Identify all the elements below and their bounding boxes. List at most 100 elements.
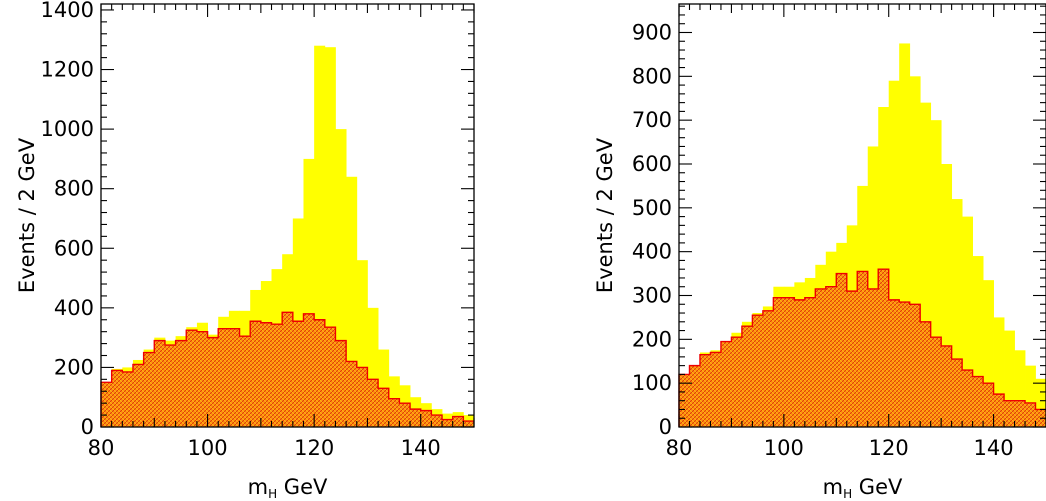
right-shaded-bar xyxy=(972,376,984,427)
right-xlabel-main: m xyxy=(823,475,843,499)
left-shaded-bar xyxy=(250,321,262,427)
left-shaded-bar xyxy=(228,328,240,427)
right-shaded-bar xyxy=(962,370,973,427)
right-shaded-bar xyxy=(857,271,869,427)
left-shaded-bar xyxy=(314,319,326,427)
left-xlabel: mH GeV xyxy=(248,475,328,501)
right-shaded-bar xyxy=(825,286,837,427)
right-total-bar xyxy=(1014,350,1026,427)
right-y-tick-label: 500 xyxy=(632,196,672,220)
left-shaded-bar xyxy=(452,416,464,427)
left-y-tick-label: 200 xyxy=(54,355,94,379)
left-total-bar xyxy=(356,260,368,427)
left-y-tick-label: 400 xyxy=(54,296,94,320)
right-shaded-bar xyxy=(804,297,816,427)
left-shaded-bar xyxy=(282,312,294,427)
right-total-bar xyxy=(962,216,973,427)
left-y-tick-label: 1000 xyxy=(41,117,94,141)
left-shaded-bar xyxy=(303,313,315,427)
left-shaded-bar xyxy=(111,370,123,427)
left-xlabel-main: m xyxy=(248,475,268,499)
left-shaded-bar xyxy=(442,419,454,427)
right-shaded-bar xyxy=(1004,400,1015,427)
left-shaded-bar xyxy=(271,324,283,427)
right-y-tick-label: 0 xyxy=(659,415,672,439)
right-shaded-bar xyxy=(920,321,932,427)
left-shaded-bar xyxy=(410,409,422,427)
left-shaded-bar xyxy=(356,367,368,427)
left-x-tick-label: 80 xyxy=(88,436,115,460)
left-shaded-bar xyxy=(431,415,443,427)
right-shaded-bar xyxy=(1014,400,1026,427)
right-y-tick-label: 100 xyxy=(632,371,672,395)
right-total-bar xyxy=(1004,330,1015,427)
right-total-bar xyxy=(941,163,953,427)
right-y-tick-label: 200 xyxy=(632,327,672,351)
left-shaded-bar xyxy=(175,340,187,427)
right-total-bar xyxy=(930,120,942,428)
right-shaded-bar xyxy=(752,315,764,427)
right-shaded-bar xyxy=(1025,402,1036,427)
left-shaded-bar xyxy=(186,330,198,427)
left-axis-ticks: 0 200 400 600 800 1000 1200 1400 80 100 120 140 xyxy=(41,0,475,460)
left-shaded-bar xyxy=(335,340,347,427)
left-total-bar xyxy=(303,158,315,427)
left-shaded-bar xyxy=(292,321,304,427)
right-axis-ticks: 0 100 200 300 400 500 600 700 800 900 80 100 120 140 xyxy=(632,4,1046,460)
right-shaded-bar xyxy=(930,337,942,427)
left-y-tick-label: 600 xyxy=(54,236,94,260)
left-shaded-bar xyxy=(378,388,390,427)
left-shaded-bar xyxy=(420,410,432,427)
left-shaded-bar xyxy=(399,403,411,427)
right-y-tick-label: 900 xyxy=(632,20,672,44)
left-plot-frame xyxy=(100,3,475,428)
left-histogram-panel: 0 200 400 600 800 1000 1200 1400 80 100 120 140 Eve… xyxy=(15,0,475,501)
left-total-bar xyxy=(314,45,326,427)
right-y-tick-label: 300 xyxy=(632,283,672,307)
right-xlabel-unit: GeV xyxy=(852,475,903,499)
left-x-tick-label: 140 xyxy=(401,436,441,460)
left-shaded-bar xyxy=(154,340,166,427)
left-shaded-bar xyxy=(218,328,230,427)
right-x-tick-label: 120 xyxy=(869,436,909,460)
right-total-bar xyxy=(867,146,879,428)
right-shaded-bar xyxy=(951,359,963,427)
right-shaded-bar xyxy=(878,269,890,427)
left-shaded-bar xyxy=(463,421,475,427)
right-y-tick-label: 400 xyxy=(632,240,672,264)
left-total-bar xyxy=(324,47,336,427)
right-shaded-bar xyxy=(762,310,774,427)
right-shaded-bar xyxy=(941,345,953,427)
left-shaded-bar xyxy=(260,322,272,427)
right-total-bar xyxy=(951,199,963,427)
right-shaded-bar xyxy=(888,299,900,427)
right-shaded-bar xyxy=(731,337,743,427)
right-y-tick-label: 700 xyxy=(632,108,672,132)
right-plot-frame xyxy=(678,3,1046,428)
right-shaded-bar xyxy=(773,297,785,427)
right-xlabel-sub: H xyxy=(843,487,852,501)
right-shaded-bar xyxy=(699,354,711,427)
right-total-bar xyxy=(920,102,932,427)
right-shaded-bar xyxy=(899,302,911,427)
left-x-tick-label: 120 xyxy=(294,436,334,460)
left-shaded-bar xyxy=(196,331,208,427)
right-y-tick-label: 800 xyxy=(632,64,672,88)
right-shaded-bar xyxy=(993,394,1005,427)
left-y-tick-label: 0 xyxy=(81,415,94,439)
left-shaded-bar xyxy=(239,336,251,427)
right-shaded-bar xyxy=(741,326,753,427)
left-total-bar xyxy=(335,129,347,427)
right-shaded-bar xyxy=(689,365,701,427)
left-xlabel-unit: GeV xyxy=(277,475,328,499)
right-x-tick-label: 80 xyxy=(666,436,693,460)
right-ylabel: Events / 2 GeV xyxy=(593,137,617,293)
left-shaded-outline xyxy=(100,311,474,427)
right-shaded-bar xyxy=(867,288,879,427)
left-shaded-bars xyxy=(101,312,475,427)
left-shaded-bar xyxy=(324,327,336,427)
left-shaded-bar xyxy=(367,379,379,427)
left-shaded-bar xyxy=(346,361,358,427)
right-shaded-bar xyxy=(720,341,732,427)
